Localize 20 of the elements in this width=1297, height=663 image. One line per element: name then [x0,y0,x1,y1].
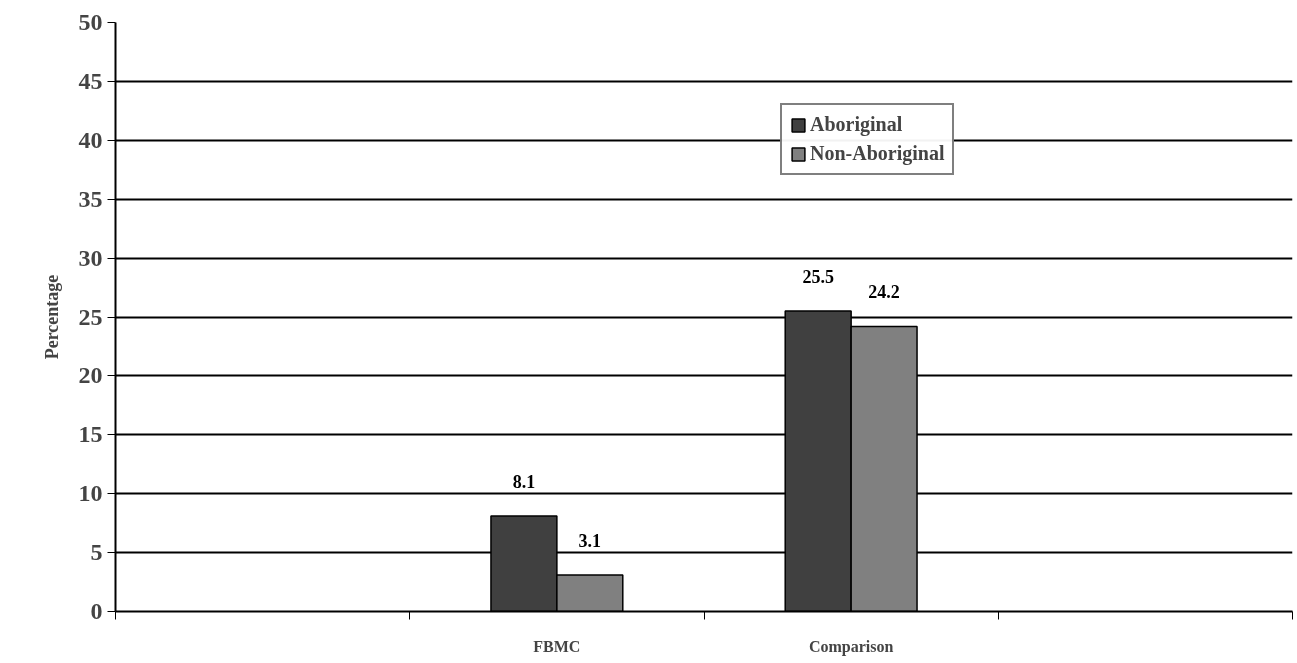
y-tick-label: 50 [78,9,103,35]
data-label: 25.5 [802,267,834,288]
y-tick-label: 15 [78,421,103,448]
x-tick-label: FBMC [533,637,581,655]
x-tick-label: Comparison [808,637,894,656]
y-axis-title: Percentage [41,274,62,360]
legend-label: Aboriginal [810,113,903,136]
y-tick-label: 5 [90,539,103,566]
legend-label: Non-Aboriginal [810,142,945,165]
y-tick-label: 20 [78,362,103,389]
data-label: 8.1 [512,472,536,493]
y-tick-label: 45 [78,67,103,94]
y-tick-label: 25 [78,303,103,330]
y-tick-label: 30 [78,244,103,271]
y-tick-label: 35 [78,185,103,212]
y-tick-label: 10 [78,480,103,507]
y-tick-label: 0 [90,598,103,624]
data-label: 3.1 [578,530,602,551]
y-tick-label: 40 [78,126,103,153]
data-label: 24.2 [868,282,900,303]
